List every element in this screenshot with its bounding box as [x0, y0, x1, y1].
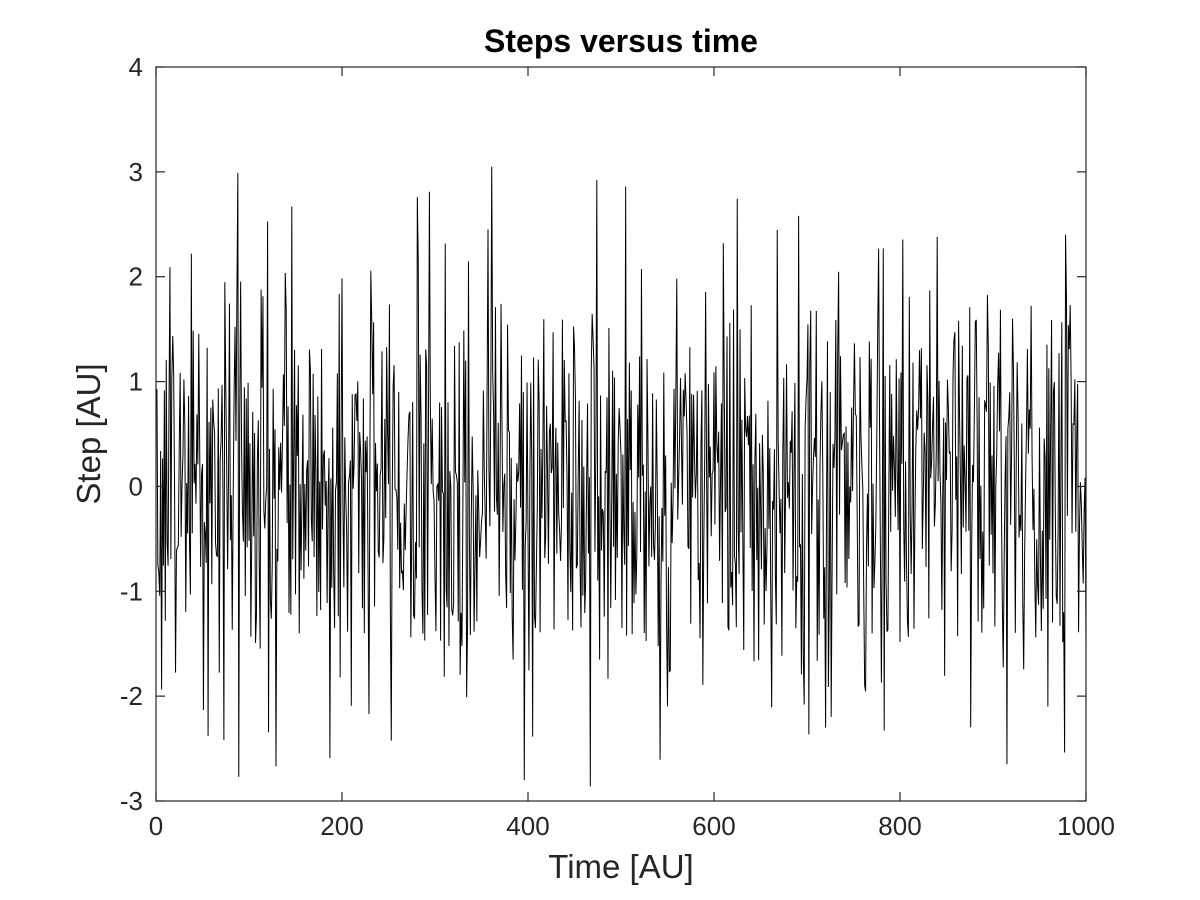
plot-area-frame — [155, 66, 1087, 802]
x-tick-label: 600 — [692, 811, 735, 841]
y-tick-label: 2 — [129, 262, 143, 292]
y-tick-label: 3 — [129, 157, 143, 187]
y-tick-label: 1 — [129, 367, 143, 397]
x-tick-label: 800 — [878, 811, 921, 841]
x-tick-label: 0 — [149, 811, 163, 841]
chart-title: Steps versus time — [484, 23, 758, 59]
x-tick-label: 1000 — [1057, 811, 1115, 841]
series-layer — [156, 166, 1087, 787]
x-tick-label: 400 — [506, 811, 549, 841]
y-tick-label: -3 — [120, 786, 143, 816]
y-tick-label: -1 — [120, 576, 143, 606]
y-tick-label: 0 — [129, 471, 143, 501]
x-axis-title: Time [AU] — [548, 848, 693, 885]
y-axis-title: Step [AU] — [70, 363, 107, 504]
y-tick-label: 4 — [129, 52, 143, 82]
x-tick-label: 200 — [320, 811, 363, 841]
y-tick-label: -2 — [120, 681, 143, 711]
series-line — [156, 166, 1087, 787]
tick-layer: 0 200 400 600 800 1000 -3 -2 -1 0 1 2 3 4 — [120, 52, 1115, 841]
